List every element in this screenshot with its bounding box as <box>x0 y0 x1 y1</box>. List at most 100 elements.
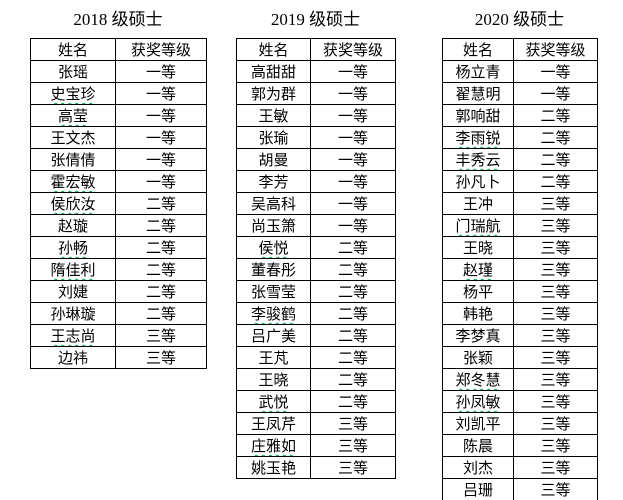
student-name: 吕广美 <box>250 329 296 345</box>
student-name-cell: 王冲 <box>442 192 514 215</box>
student-name: 李雨锐 <box>455 131 501 147</box>
student-name-cell: 王志尚 <box>30 324 116 347</box>
table-row: 吕广美 二等 <box>236 324 396 347</box>
student-name-cell: 张瑜 <box>236 126 311 149</box>
table-row: 张颖 三等 <box>442 346 598 369</box>
table-row: 王晓 三等 <box>442 236 598 259</box>
student-name: 孙琳璇 <box>50 307 96 323</box>
student-name-cell: 王芃 <box>236 346 311 369</box>
table-row: 陈晨 三等 <box>442 434 598 457</box>
student-name-cell: 郭为群 <box>236 82 311 105</box>
table-row: 翟慧明 一等 <box>442 82 598 105</box>
award-level-cell: 三等 <box>310 434 396 457</box>
student-name: 孙畅 <box>57 241 88 257</box>
header-row: 姓名 获奖等级 <box>30 38 207 61</box>
student-name-cell: 吴高科 <box>236 192 311 215</box>
student-name-cell: 赵璇 <box>30 214 116 237</box>
student-name-cell: 刘婕 <box>30 280 116 303</box>
table-row: 李雨锐 二等 <box>442 126 598 149</box>
student-name: 孙凤敏 <box>455 395 501 411</box>
student-name-cell: 张雪莹 <box>236 280 311 303</box>
award-level-cell: 三等 <box>513 302 598 325</box>
student-name: 庄雅如 <box>250 439 296 455</box>
table-row: 王志尚 三等 <box>30 324 207 347</box>
student-name: 姚玉艳 <box>250 461 296 477</box>
student-name: 张瑜 <box>258 131 289 147</box>
student-name-cell: 侯悦 <box>236 236 311 259</box>
student-name-cell: 高莹 <box>30 104 116 127</box>
student-name-cell: 庄雅如 <box>236 434 311 457</box>
student-name-cell: 王晓 <box>442 236 514 259</box>
student-name-cell: 孙凤敏 <box>442 390 514 413</box>
student-name: 武悦 <box>258 395 289 411</box>
award-level-cell: 二等 <box>513 126 598 149</box>
student-name: 霍宏敏 <box>50 175 96 191</box>
award-level-cell: 三等 <box>115 324 207 347</box>
award-level-cell: 三等 <box>513 280 598 303</box>
award-level-cell: 三等 <box>513 368 598 391</box>
table-row: 刘杰 三等 <box>442 456 598 479</box>
award-level-cell: 一等 <box>115 148 207 171</box>
table-row: 李骏鹤 二等 <box>236 302 396 325</box>
student-name: 王文杰 <box>50 131 96 147</box>
student-name-cell: 武悦 <box>236 390 311 413</box>
award-level-cell: 三等 <box>513 192 598 215</box>
student-name-cell: 王晓 <box>236 368 311 391</box>
table-row: 孙琳璇 二等 <box>30 302 207 325</box>
student-name-cell: 王敏 <box>236 104 311 127</box>
table-row: 杨平 三等 <box>442 280 598 303</box>
student-name: 王敏 <box>258 109 289 125</box>
table-section-2020: 2020 级硕士 姓名 获奖等级 杨立青 一等 翟慧明 一等 郭响甜 二等 李雨锐 二等 丰秀云… <box>442 8 598 500</box>
award-level-cell: 二等 <box>115 302 207 325</box>
student-name: 郭响甜 <box>455 109 501 125</box>
award-level-cell: 一等 <box>310 148 396 171</box>
award-level-cell: 三等 <box>513 346 598 369</box>
student-name: 张瑶 <box>57 65 88 81</box>
award-level-cell: 三等 <box>310 412 396 435</box>
col-header-award: 获奖等级 <box>115 38 207 61</box>
table-row: 赵瑾 三等 <box>442 258 598 281</box>
award-level-cell: 三等 <box>310 456 396 479</box>
student-name: 高甜甜 <box>250 65 296 81</box>
award-level-cell: 三等 <box>513 214 598 237</box>
award-level-cell: 二等 <box>115 280 207 303</box>
table-row: 韩艳 三等 <box>442 302 598 325</box>
award-level-cell: 二等 <box>115 236 207 259</box>
award-table-2019: 姓名 获奖等级 高甜甜 一等 郭为群 一等 王敏 一等 张瑜 一等 胡曼 一等 李芳 一等 吴高科 一等尚… <box>236 38 396 479</box>
student-name: 史宝珍 <box>50 87 96 103</box>
table-row: 庄雅如 三等 <box>236 434 396 457</box>
student-name-cell: 高甜甜 <box>236 60 311 83</box>
table-row: 侯悦 二等 <box>236 236 396 259</box>
table-row: 隋佳利 二等 <box>30 258 207 281</box>
table-row: 霍宏敏 一等 <box>30 170 207 193</box>
student-name-cell: 李芳 <box>236 170 311 193</box>
student-name-cell: 李骏鹤 <box>236 302 311 325</box>
student-name-cell: 韩艳 <box>442 302 514 325</box>
award-level-cell: 一等 <box>310 82 396 105</box>
table-row: 胡曼 一等 <box>236 148 396 171</box>
student-name-cell: 张倩倩 <box>30 148 116 171</box>
table-row: 门瑞航 三等 <box>442 214 598 237</box>
header-row: 姓名 获奖等级 <box>236 38 396 61</box>
award-level-cell: 三等 <box>513 434 598 457</box>
student-name: 高莹 <box>57 109 88 125</box>
table-row: 郭为群 一等 <box>236 82 396 105</box>
table-row: 吴高科 一等 <box>236 192 396 215</box>
table-section-2018: 2018 级硕士 姓名 获奖等级 张瑶 一等 史宝珍 一等 高莹 一等 王文杰 一等 张倩倩 一等… <box>30 8 207 369</box>
award-level-cell: 二等 <box>310 280 396 303</box>
table-row: 高莹 一等 <box>30 104 207 127</box>
student-name: 张倩倩 <box>50 153 96 169</box>
table-row: 王冲 三等 <box>442 192 598 215</box>
student-name: 杨平 <box>462 285 493 301</box>
award-level-cell: 一等 <box>310 214 396 237</box>
table-row: 尚玉箫 一等 <box>236 214 396 237</box>
award-level-cell: 二等 <box>310 368 396 391</box>
student-name-cell: 吕珊 <box>442 478 514 500</box>
award-level-cell: 一等 <box>115 60 207 83</box>
award-level-cell: 三等 <box>513 324 598 347</box>
table-row: 孙畅 二等 <box>30 236 207 259</box>
table-row: 郭响甜 二等 <box>442 104 598 127</box>
col-header-award: 获奖等级 <box>310 38 396 61</box>
award-level-cell: 二等 <box>115 214 207 237</box>
